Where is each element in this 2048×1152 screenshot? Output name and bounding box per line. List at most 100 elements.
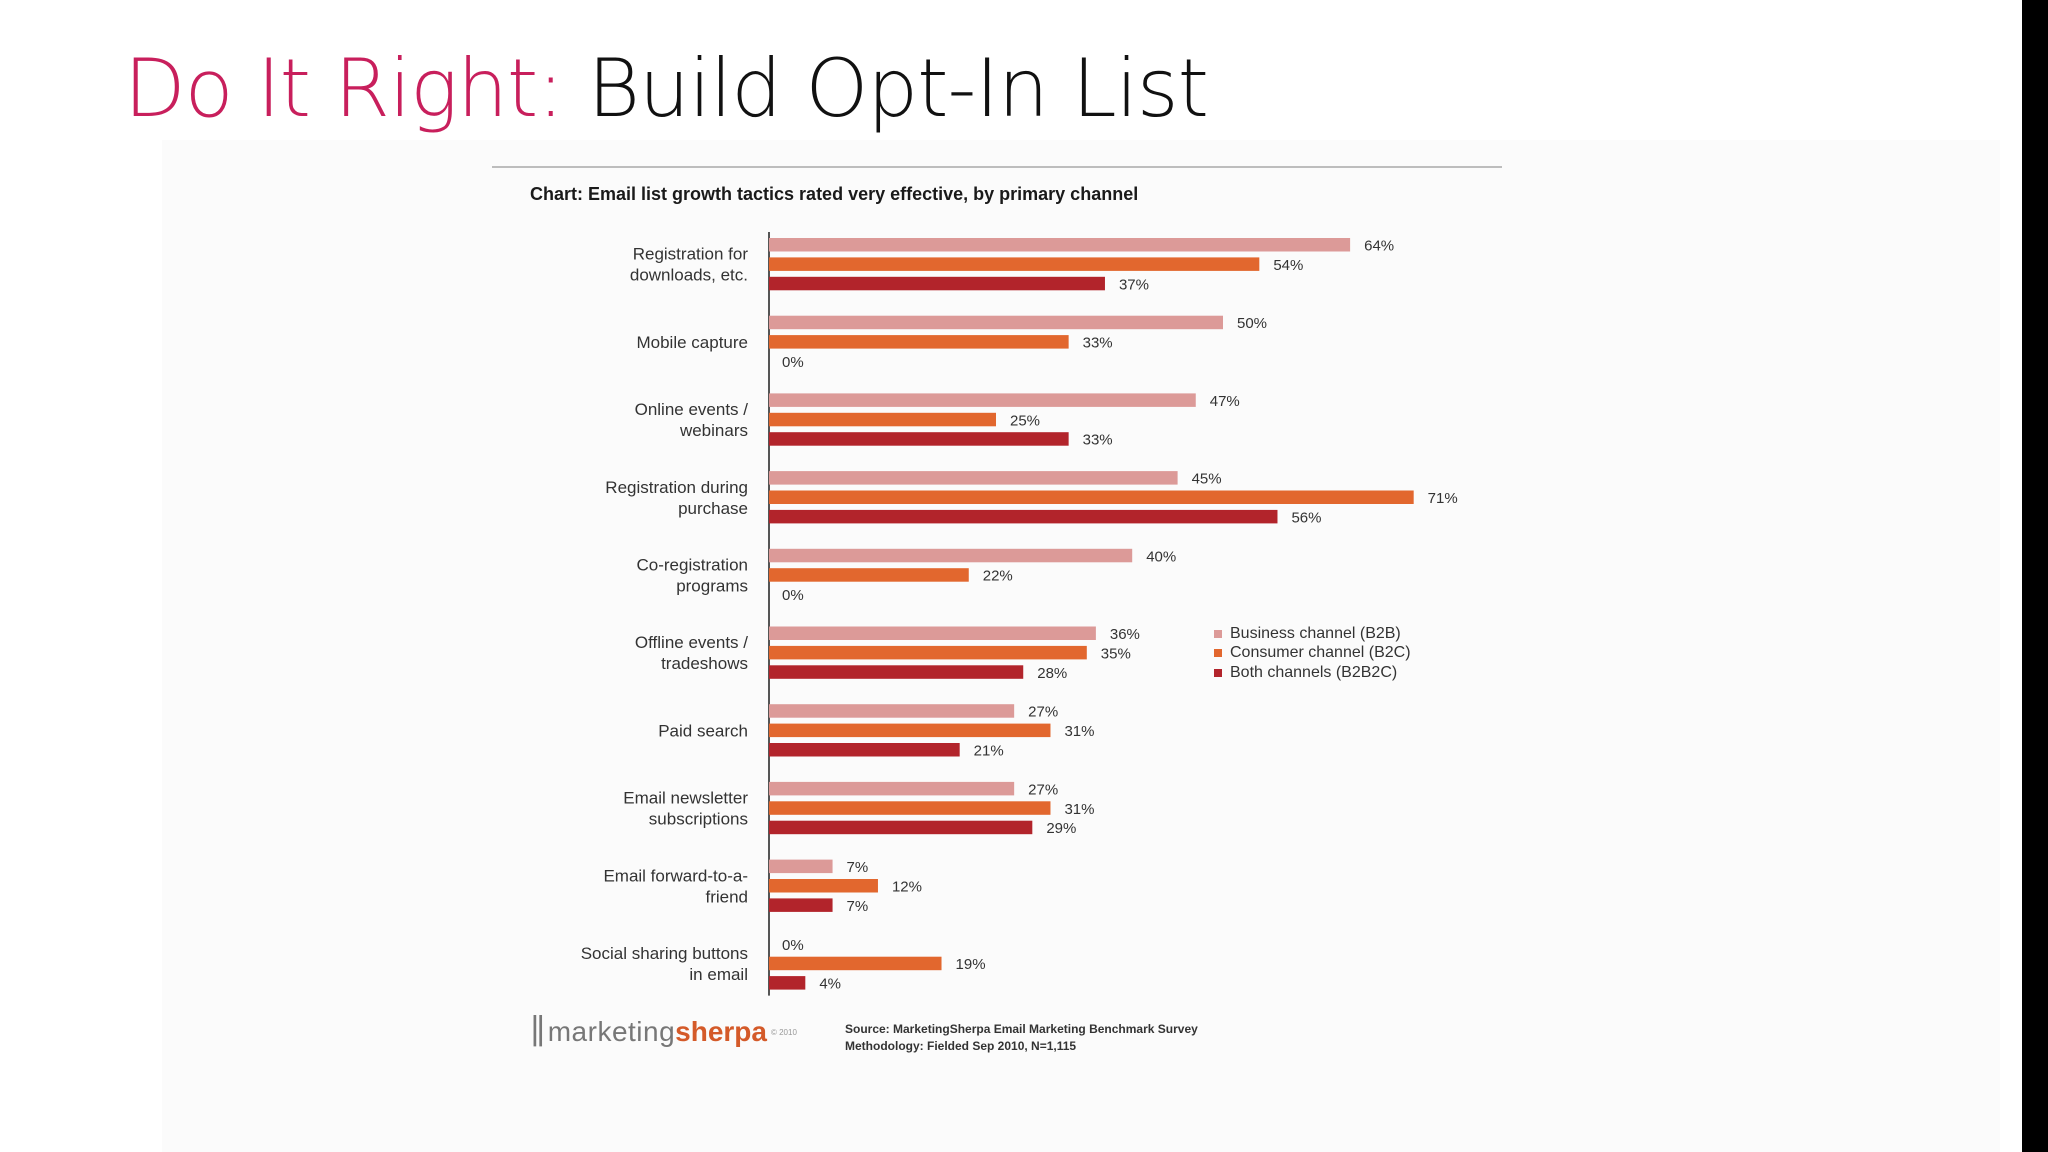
data-label: 28% [1037, 665, 1067, 682]
data-label: 7% [847, 898, 869, 915]
bar [769, 626, 1096, 640]
data-label: 56% [1291, 509, 1321, 526]
legend-item: Consumer channel (B2C) [1214, 644, 1411, 664]
bar [769, 335, 1069, 349]
category-label-line: Co-registration [637, 555, 749, 574]
data-label: 27% [1028, 781, 1058, 798]
data-label: 27% [1028, 704, 1058, 721]
category-label-line: subscriptions [649, 810, 748, 829]
bar [769, 412, 996, 427]
chart-legend: Business channel (B2B) Consumer channel (… [1214, 624, 1411, 683]
category-label-line: Paid search [658, 721, 748, 740]
bar [769, 976, 806, 990]
bar [769, 568, 969, 582]
data-label: 54% [1273, 257, 1303, 274]
legend-swatch [1214, 668, 1222, 677]
category-label-line: webinars [679, 421, 748, 440]
category-label: Online events / webinars [635, 400, 749, 440]
category-label-line: friend [705, 887, 748, 906]
legend-item: Both channels (B2B2C) [1214, 663, 1411, 683]
category-label-line: downloads, etc. [630, 266, 748, 285]
bar [769, 509, 1278, 524]
legend-swatch [1214, 629, 1222, 638]
data-label: 40% [1146, 548, 1176, 565]
category-label-line: Mobile capture [636, 333, 748, 352]
legend-label: Both channels (B2B2C) [1230, 663, 1398, 681]
category-label-line: Social sharing buttons [581, 944, 748, 963]
data-label: 0% [782, 354, 804, 371]
bar [769, 548, 1133, 563]
legend-label: Business channel (B2B) [1230, 624, 1401, 642]
data-label: 0% [782, 937, 804, 954]
data-label: 7% [847, 859, 869, 876]
data-label: 36% [1110, 626, 1140, 643]
bar [769, 238, 1351, 252]
category-label-line: tradeshows [661, 654, 748, 673]
category-label-line: Email newsletter [623, 789, 748, 808]
slide-title-rest: Build Opt-In List [587, 42, 1209, 135]
data-label: 31% [1064, 801, 1094, 818]
bar [769, 645, 1087, 660]
data-label: 37% [1119, 276, 1149, 293]
data-label: 50% [1237, 315, 1267, 332]
legend-label: Consumer channel (B2C) [1230, 644, 1411, 662]
category-label: Co-registration programs [637, 555, 749, 595]
data-label: 47% [1210, 393, 1240, 410]
bar [769, 432, 1069, 446]
bar [769, 315, 1223, 330]
data-label: 19% [956, 956, 986, 973]
bar [769, 257, 1260, 271]
category-label: Paid search [658, 721, 748, 740]
data-label: 33% [1083, 432, 1113, 449]
category-label-line: Registration for [633, 245, 749, 264]
bar [769, 898, 833, 912]
category-label-line: Registration during [605, 478, 748, 497]
category-label: Email newsletter subscriptions [623, 789, 748, 829]
right-edge [2022, 0, 2048, 1152]
bar [769, 276, 1105, 291]
data-label: 64% [1364, 238, 1394, 255]
category-label: Social sharing buttons in email [581, 944, 748, 984]
bar [769, 665, 1024, 679]
data-label: 33% [1083, 335, 1113, 352]
logo-mark-icon: ∥ [530, 1012, 546, 1052]
bar [769, 490, 1414, 504]
data-label: 45% [1192, 471, 1222, 488]
logo-copyright: © 2010 [770, 1027, 797, 1037]
category-label-line: Offline events / [635, 633, 748, 652]
category-label: Registration for downloads, etc. [630, 245, 748, 285]
logo-word-sherpa: sherpa [675, 1016, 767, 1047]
bar [769, 471, 1178, 485]
data-label: 29% [1046, 820, 1076, 837]
bar [769, 723, 1051, 738]
bar [769, 393, 1196, 407]
bar [769, 743, 960, 757]
methodology-line: Methodology: Fielded Sep 2010, N=1,115 [845, 1039, 1077, 1053]
data-label: 35% [1101, 645, 1131, 662]
category-label: Mobile capture [636, 333, 748, 352]
category-label: Email forward-to-a-friend [603, 866, 748, 906]
legend-swatch [1214, 649, 1222, 658]
slide-title: Do It Right: Build Opt-In List [124, 42, 1209, 135]
data-label: 0% [782, 587, 804, 604]
data-label: 71% [1428, 490, 1458, 507]
marketingsherpa-logo: ∥ marketing sherpa © 2010 [530, 1012, 797, 1052]
chart-title: Chart: Email list growth tactics rated v… [530, 184, 1139, 204]
slide-title-accent: Do It Right: [124, 42, 564, 135]
data-label: 31% [1064, 723, 1094, 740]
category-label-line: purchase [678, 499, 748, 518]
data-label: 12% [892, 879, 922, 896]
legend-item: Business channel (B2B) [1214, 624, 1411, 644]
source-line: Source: MarketingSherpa Email Marketing … [845, 1022, 1198, 1036]
category-label-line: programs [676, 576, 748, 595]
bar [769, 704, 1015, 718]
data-label: 21% [974, 743, 1004, 760]
data-label: 22% [983, 568, 1013, 585]
source-note: Source: MarketingSherpa Email Marketing … [845, 1021, 1198, 1055]
chart-top-rule [492, 166, 1502, 168]
bar [769, 859, 833, 874]
data-label: 25% [1010, 412, 1040, 429]
category-label-line: Email forward-to-a- [603, 866, 748, 885]
category-label: Offline events / tradeshows [635, 633, 748, 673]
category-label: Registration during purchase [605, 478, 748, 518]
